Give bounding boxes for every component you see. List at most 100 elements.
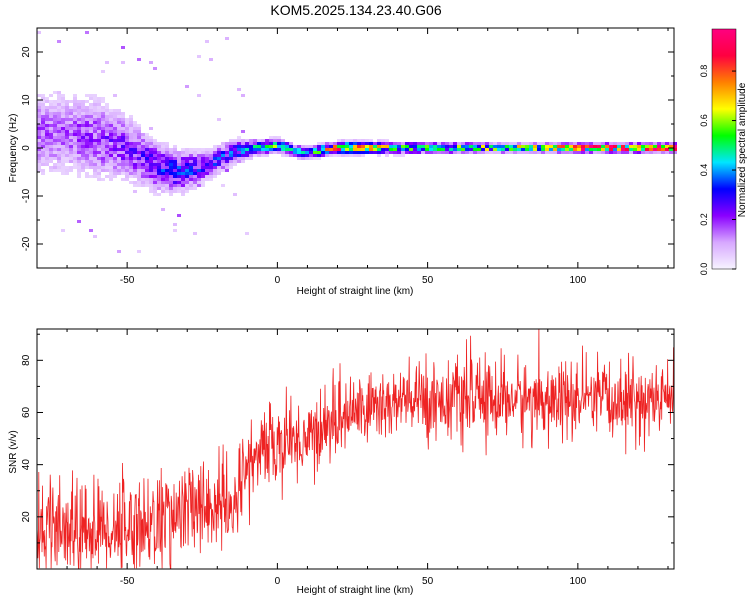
spectrogram-cell (73, 166, 77, 169)
spectrogram-cell (297, 157, 301, 160)
spectrogram-cell (41, 157, 45, 160)
spectrogram-cell (169, 157, 173, 160)
spectrogram-cell (505, 148, 509, 151)
spectrogram-xlabel: Height of straight line (km) (297, 286, 414, 297)
spectrogram-cell (397, 145, 401, 148)
spectrogram-cell (97, 109, 101, 112)
spectrogram-cell (533, 145, 537, 148)
spectrogram-cell (485, 145, 489, 148)
spectrogram-cell (173, 187, 177, 190)
spectrogram-cell (65, 109, 69, 112)
spectrogram-cell (209, 172, 213, 175)
spectrogram-cell (553, 148, 557, 151)
spectrogram-cell (157, 157, 161, 160)
spectrogram-cell (97, 115, 101, 118)
spectrogram-cell (233, 139, 237, 142)
spectrogram-cell (269, 151, 273, 154)
spectrogram-cell (337, 151, 341, 154)
spectrogram-cell (237, 154, 241, 157)
spectrogram-cell (197, 181, 201, 184)
spectrogram-cell (529, 151, 533, 154)
spectrogram-cell (441, 142, 445, 145)
spectrogram-cell (161, 160, 165, 163)
spectrogram-cell (581, 151, 585, 154)
spectrogram-cell (97, 166, 101, 169)
spectrogram-cell (101, 157, 105, 160)
spectrogram-cell (145, 172, 149, 175)
spectrogram-cell (77, 124, 81, 127)
spectrogram-cell (141, 157, 145, 160)
spectrogram-cell (89, 136, 93, 139)
spectrogram-cell (601, 142, 605, 145)
spectrogram-cell (77, 133, 81, 136)
spectrogram-cell (229, 139, 233, 142)
spectrogram-cell (373, 145, 377, 148)
spectrogram-cell (193, 184, 197, 187)
spectrogram-cell (129, 136, 133, 139)
spectrogram-cell (181, 157, 185, 160)
spectrogram-cell (125, 139, 129, 142)
spectrogram-cell (197, 172, 201, 175)
spectrogram-cell (201, 154, 205, 157)
spectrogram-cell (257, 139, 261, 142)
spectrogram-cell (125, 127, 129, 130)
spectrogram-cell (249, 142, 253, 145)
spectrogram-cell (49, 124, 53, 127)
spectrogram-cell (265, 142, 269, 145)
spectrogram-cell (613, 151, 617, 154)
spectrogram-cell (193, 181, 197, 184)
spectrogram-cell (473, 145, 477, 148)
spectrogram-cell (61, 109, 65, 112)
spectrogram-cell (329, 151, 333, 154)
spectrogram-cell (49, 133, 53, 136)
spectrogram-cell (105, 112, 109, 115)
spectrogram-cell (121, 136, 125, 139)
spectrogram-cell (237, 136, 241, 139)
spectrogram-cell (177, 154, 181, 157)
spectrogram-cell (113, 148, 117, 151)
spectrogram-cell (145, 145, 149, 148)
spectrogram-cell (49, 127, 53, 130)
spectrogram-cell (293, 145, 297, 148)
spectrogram-cell (197, 148, 201, 151)
spectrogram-cell (161, 154, 165, 157)
spectrogram-cell (73, 127, 77, 130)
spectrogram-cell (205, 169, 209, 172)
spectrogram-cell (157, 166, 161, 169)
spectrogram-cell (273, 142, 277, 145)
spectrogram-cell (261, 154, 265, 157)
spectrogram-cell (185, 184, 189, 187)
spectrogram-cell (113, 127, 117, 130)
spectrogram-cell (145, 151, 149, 154)
spectrogram-cell (65, 160, 69, 163)
spectrogram-cell (93, 109, 97, 112)
spectrogram-cell (645, 145, 649, 148)
spectrogram-cell (177, 169, 181, 172)
spectrogram-cell (101, 178, 105, 181)
spectrogram-cell (181, 190, 185, 193)
spectrogram-cell (209, 148, 213, 151)
spectrogram-cell (113, 142, 117, 145)
spectrogram-cell (573, 142, 577, 145)
spectrogram-cell (465, 148, 469, 151)
spectrogram-cell (393, 148, 397, 151)
spectrogram-cell (37, 130, 41, 133)
spectrogram-cell (193, 154, 197, 157)
spectrogram-cell (169, 193, 173, 196)
spectrogram-cell (89, 109, 93, 112)
spectrogram-cell (153, 175, 157, 178)
spectrogram-cell (645, 142, 649, 145)
spectrogram-cell (97, 148, 101, 151)
spectrogram-cell (117, 250, 121, 253)
spectrogram-cell (97, 172, 101, 175)
spectrogram-cell (49, 115, 53, 118)
spectrogram-cell (137, 163, 141, 166)
spectrogram-cell (165, 190, 169, 193)
spectrogram-cell (105, 130, 109, 133)
snr-y-tick-label: 40 (21, 459, 32, 471)
spectrogram-cell (137, 58, 141, 61)
spectrogram-cell (581, 145, 585, 148)
spectrogram-cell (489, 148, 493, 151)
spectrogram-cell (153, 187, 157, 190)
spectrogram-cell (409, 151, 413, 154)
